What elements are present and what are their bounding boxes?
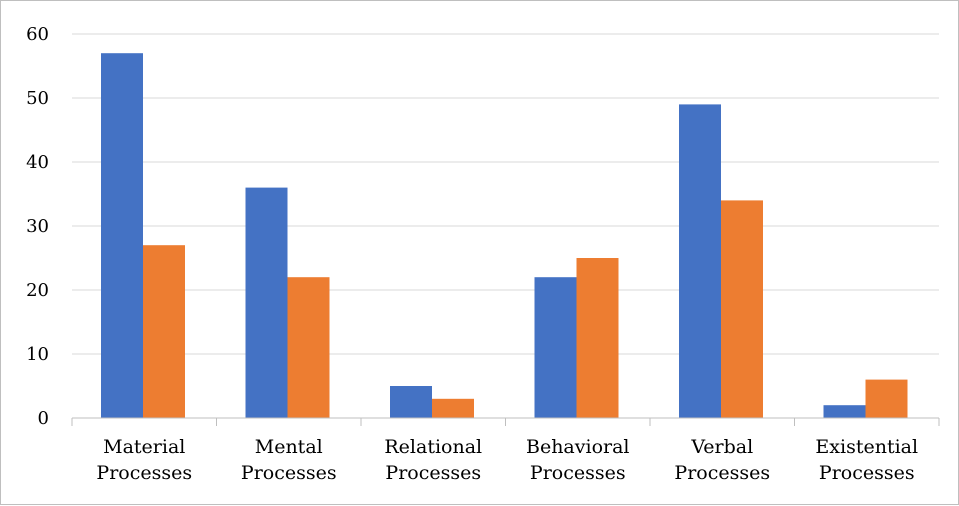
gridlines xyxy=(72,33,939,355)
x-category-label: Existential Processes xyxy=(815,436,918,484)
y-tick-label: 10 xyxy=(26,344,49,365)
bar-series-1-cat-1 xyxy=(101,53,143,418)
bar-series-1-cat-5 xyxy=(679,104,721,419)
x-category-label: Behavioral Processes xyxy=(526,436,630,484)
bar-series-1-cat-3 xyxy=(390,386,432,418)
y-tick-label: 20 xyxy=(26,280,49,301)
bar-series-2-cat-2 xyxy=(287,277,330,418)
bar-series-1-cat-4 xyxy=(534,277,577,418)
x-category-label: Mental Processes xyxy=(241,436,337,484)
bars xyxy=(101,53,908,419)
y-tick-label: 50 xyxy=(26,88,49,109)
y-tick-label: 30 xyxy=(26,216,49,237)
bar-series-2-cat-4 xyxy=(576,258,619,418)
y-tick-label: 0 xyxy=(38,408,49,429)
y-tick-labels: 0 10 20 30 40 50 60 xyxy=(26,24,49,429)
x-axis xyxy=(71,417,940,426)
bar-series-2-cat-6 xyxy=(865,379,908,418)
x-category-label: Verbal Processes xyxy=(674,436,770,484)
y-tick-label: 60 xyxy=(26,24,49,45)
bar-series-2-cat-3 xyxy=(432,398,474,418)
bar-series-2-cat-5 xyxy=(721,200,763,418)
y-tick-label: 40 xyxy=(26,152,49,173)
x-category-label: Material Processes xyxy=(96,436,192,484)
x-category-labels: Material Processes Mental Processes Relation… xyxy=(96,436,918,484)
bar-series-2-cat-1 xyxy=(143,245,185,418)
bar-series-1-cat-2 xyxy=(245,187,288,418)
bar-series-1-cat-6 xyxy=(823,405,866,418)
x-category-label: Relational Processes xyxy=(384,436,482,484)
